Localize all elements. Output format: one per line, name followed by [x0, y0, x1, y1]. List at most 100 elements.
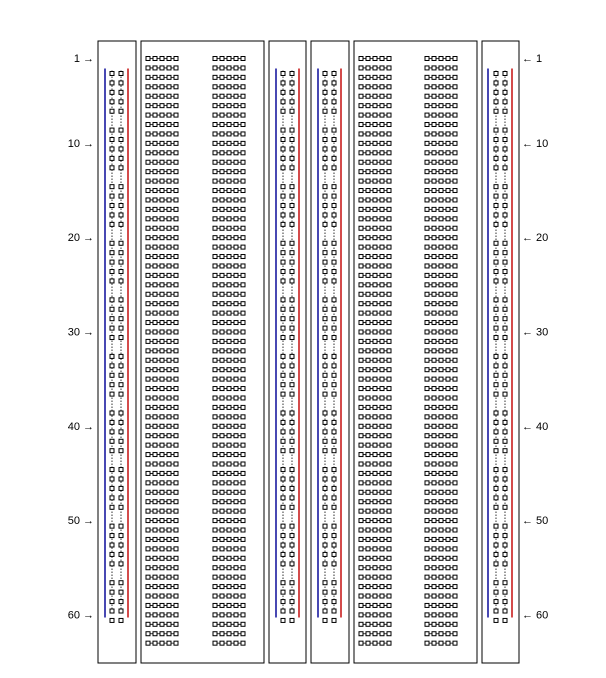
terminal-hole	[173, 376, 179, 382]
terminal-hole	[372, 404, 378, 410]
rail-hole	[280, 589, 286, 595]
terminal-hole	[358, 536, 364, 542]
rail-hole	[493, 608, 499, 614]
terminal-hole	[386, 621, 392, 627]
terminal-hole	[358, 131, 364, 137]
terminal-hole	[438, 56, 444, 61]
rail-hole	[502, 617, 508, 623]
terminal-hole	[152, 74, 158, 80]
terminal-hole	[438, 310, 444, 316]
terminal-hole	[358, 404, 364, 410]
terminal-hole	[438, 414, 444, 420]
terminal-hole	[219, 386, 225, 392]
terminal-hole	[226, 329, 232, 335]
terminal-hole	[226, 480, 232, 486]
terminal-hole	[233, 423, 239, 429]
terminal-hole	[240, 84, 246, 90]
terminal-hole	[226, 574, 232, 580]
terminal-hole	[452, 320, 458, 326]
terminal-hole	[212, 593, 218, 599]
terminal-hole	[438, 282, 444, 288]
terminal-hole	[212, 131, 218, 137]
terminal-hole	[372, 574, 378, 580]
terminal-hole	[438, 244, 444, 250]
terminal-hole	[431, 103, 437, 109]
terminal-hole	[212, 254, 218, 260]
terminal-hole	[386, 602, 392, 608]
terminal-hole	[152, 480, 158, 486]
rail-hole	[289, 476, 295, 482]
terminal-hole	[438, 508, 444, 514]
rail-hole	[322, 580, 328, 586]
rail-hole	[331, 269, 337, 275]
rail-hole	[502, 523, 508, 529]
terminal-hole	[240, 65, 246, 71]
terminal-hole	[240, 348, 246, 354]
terminal-hole	[233, 602, 239, 608]
terminal-hole	[173, 612, 179, 618]
terminal-hole	[166, 310, 172, 316]
terminal-hole	[240, 188, 246, 194]
terminal-hole	[431, 301, 437, 307]
terminal-hole	[379, 65, 385, 71]
rail-hole	[109, 467, 115, 473]
terminal-hole	[212, 93, 218, 99]
terminal-hole	[145, 527, 151, 533]
terminal-hole	[379, 376, 385, 382]
terminal-hole	[431, 452, 437, 458]
terminal-hole	[431, 320, 437, 326]
rail-hole	[322, 137, 328, 143]
terminal-hole	[145, 489, 151, 495]
terminal-hole	[240, 169, 246, 175]
terminal-hole	[145, 555, 151, 561]
rail-hole	[331, 146, 337, 152]
terminal-hole	[145, 480, 151, 486]
terminal-hole	[219, 310, 225, 316]
terminal-hole	[145, 216, 151, 222]
terminal-hole	[365, 508, 371, 514]
terminal-hole	[358, 499, 364, 505]
terminal-hole	[166, 159, 172, 165]
terminal-hole	[431, 414, 437, 420]
terminal-hole	[166, 433, 172, 439]
terminal-hole	[159, 593, 165, 599]
terminal-hole	[424, 640, 430, 646]
terminal-hole	[145, 329, 151, 335]
terminal-hole	[233, 131, 239, 137]
terminal-hole	[438, 527, 444, 533]
terminal-hole	[452, 423, 458, 429]
terminal-hole	[173, 244, 179, 250]
terminal-hole	[424, 414, 430, 420]
terminal-hole	[358, 65, 364, 71]
rail-hole	[280, 617, 286, 623]
terminal-hole	[438, 480, 444, 486]
terminal-hole	[212, 536, 218, 542]
terminal-hole	[365, 65, 371, 71]
terminal-hole	[445, 197, 451, 203]
terminal-hole	[445, 282, 451, 288]
terminal-hole	[372, 376, 378, 382]
terminal-hole	[358, 555, 364, 561]
rail-hole	[118, 221, 124, 227]
rail-hole	[502, 589, 508, 595]
terminal-hole	[431, 254, 437, 260]
rail-hole	[109, 523, 115, 529]
terminal-hole	[166, 602, 172, 608]
terminal-hole	[431, 348, 437, 354]
power-strip	[268, 40, 307, 664]
terminal-hole	[379, 301, 385, 307]
terminal-hole	[226, 433, 232, 439]
terminal-hole	[372, 74, 378, 80]
rail-hole	[289, 438, 295, 444]
terminal-hole	[240, 452, 246, 458]
terminal-hole	[379, 461, 385, 467]
power-strip	[97, 40, 137, 664]
terminal-hole	[226, 640, 232, 646]
terminal-hole	[386, 508, 392, 514]
terminal-hole	[365, 216, 371, 222]
terminal-hole	[226, 348, 232, 354]
rail-hole	[331, 335, 337, 341]
rail-hole	[280, 184, 286, 190]
rail-hole	[322, 608, 328, 614]
terminal-hole	[159, 178, 165, 184]
